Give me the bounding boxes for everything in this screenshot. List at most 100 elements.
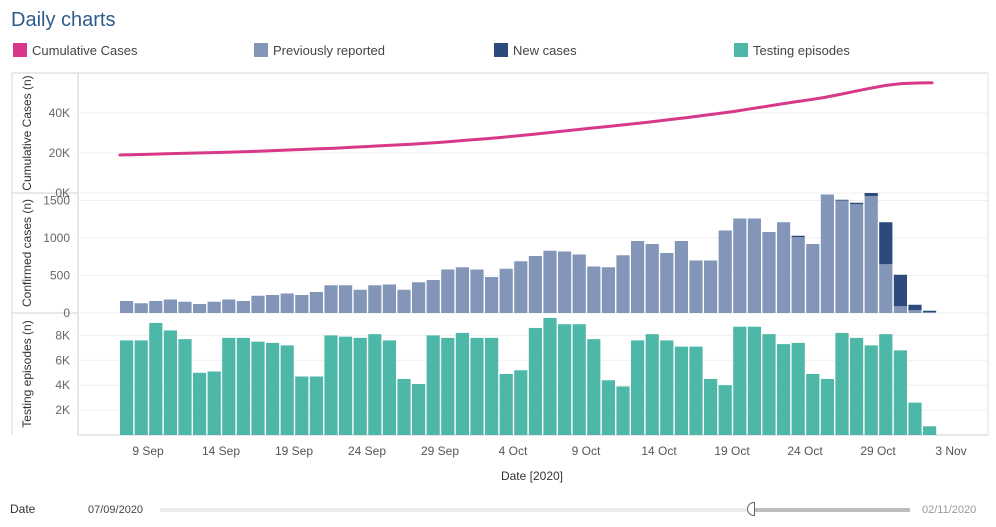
bar-new-cases [864,193,878,196]
y-tick-label: 20K [49,146,70,160]
bar-testing-episodes [601,380,615,435]
bar-testing-episodes [339,336,353,435]
x-tick-label: 3 Nov [935,444,966,458]
bar-testing-episodes [806,374,820,435]
y-tick-label: 0K [55,186,70,200]
bar-previously-reported [222,299,236,313]
bar-testing-episodes [777,344,791,435]
bar-previously-reported [397,289,411,313]
y-tick-label: 6K [55,353,70,367]
bar-testing-episodes [266,342,280,435]
bar-previously-reported [280,293,294,313]
bar-testing-episodes [923,426,937,435]
bar-previously-reported [762,232,776,313]
y-tick-label: 4K [55,378,70,392]
bar-testing-episodes [280,345,294,435]
legend-swatch-cumulative [13,43,27,57]
bar-new-cases [908,304,922,310]
date-filter-label: Date [10,502,36,516]
bar-testing-episodes [879,334,893,435]
bar-previously-reported [806,244,820,313]
date-slider-range[interactable] [752,508,910,512]
bar-testing-episodes [543,317,557,435]
date-filter-to: 02/11/2020 [922,504,977,516]
bar-new-cases [791,235,805,238]
date-slider-handle[interactable] [747,502,755,516]
bar-previously-reported [631,241,645,313]
bar-previously-reported [339,285,353,313]
legend-label-testing: Testing episodes [753,42,850,58]
legend-swatch-new-cases [494,43,508,57]
bar-testing-episodes [499,374,513,435]
bar-testing-episodes [324,335,338,435]
legend-item-testing[interactable]: Testing episodes [734,42,850,58]
x-tick-label: 9 Oct [572,444,601,458]
bar-previously-reported [820,194,834,313]
bar-testing-episodes [514,370,528,435]
bar-testing-episodes [864,345,878,435]
bar-previously-reported [528,256,542,313]
bar-previously-reported [149,301,163,313]
bar-previously-reported [485,277,499,313]
bar-previously-reported [704,260,718,313]
x-tick-label: 24 Sep [348,444,386,458]
bar-previously-reported [543,250,557,313]
bar-testing-episodes [353,337,367,435]
x-tick-label: 19 Sep [275,444,313,458]
legend-item-new-cases[interactable]: New cases [494,42,577,58]
bar-testing-episodes [251,341,265,435]
bar-testing-episodes [660,340,674,435]
bar-testing-episodes [631,340,645,435]
bar-testing-episodes [426,335,440,435]
date-slider-fill [160,508,754,512]
bar-previously-reported [120,301,134,313]
y-tick-label: 2K [55,403,70,417]
daily-charts-svg: 0K 20K 40K Cumulative Cases (n) 0 500 1000 1500… [11,72,989,483]
bar-previously-reported [908,310,922,313]
bar-previously-reported [587,266,601,313]
legend-item-previously-reported[interactable]: Previously reported [254,42,385,58]
bar-previously-reported [674,241,688,313]
x-tick-label: 4 Oct [499,444,528,458]
x-tick-label: 29 Oct [860,444,896,458]
x-tick-label: 14 Sep [202,444,240,458]
bar-testing-episodes [309,376,323,435]
legend-item-cumulative[interactable]: Cumulative Cases [13,42,138,58]
bar-previously-reported [134,303,148,313]
bar-previously-reported [324,285,338,313]
x-tick-label: 29 Sep [421,444,459,458]
bar-testing-episodes [689,346,703,435]
bar-testing-episodes [528,327,542,435]
x-axis-label: Date [2020] [501,469,563,483]
bar-testing-episodes [485,337,499,435]
bar-testing-episodes [893,350,907,435]
legend-swatch-previously-reported [254,43,268,57]
bar-previously-reported [236,301,250,313]
bar-previously-reported [353,289,367,313]
bar-testing-episodes [163,330,177,435]
bar-testing-episodes [747,326,761,435]
bar-new-cases [835,199,849,201]
y-tick-label: 1000 [43,231,70,245]
x-tick-label: 9 Sep [132,444,164,458]
legend-label-new-cases: New cases [513,42,577,58]
bar-testing-episodes [455,332,469,435]
bar-testing-episodes [835,332,849,435]
bar-testing-episodes [382,340,396,435]
bar-previously-reported [368,285,382,313]
bar-testing-episodes [120,340,134,435]
bar-testing-episodes [178,339,192,435]
bar-testing-episodes [149,322,163,435]
bar-previously-reported [193,304,207,313]
bar-previously-reported [499,268,513,313]
x-tick-label: 14 Oct [641,444,677,458]
bar-previously-reported [660,253,674,313]
legend-swatch-testing [734,43,748,57]
bar-previously-reported [777,222,791,313]
bar-new-cases [879,222,893,265]
bar-previously-reported [791,237,805,313]
bar-previously-reported [558,251,572,313]
bar-new-cases [923,310,937,313]
bar-testing-episodes [850,337,864,435]
y-tick-label: 1500 [43,194,70,208]
